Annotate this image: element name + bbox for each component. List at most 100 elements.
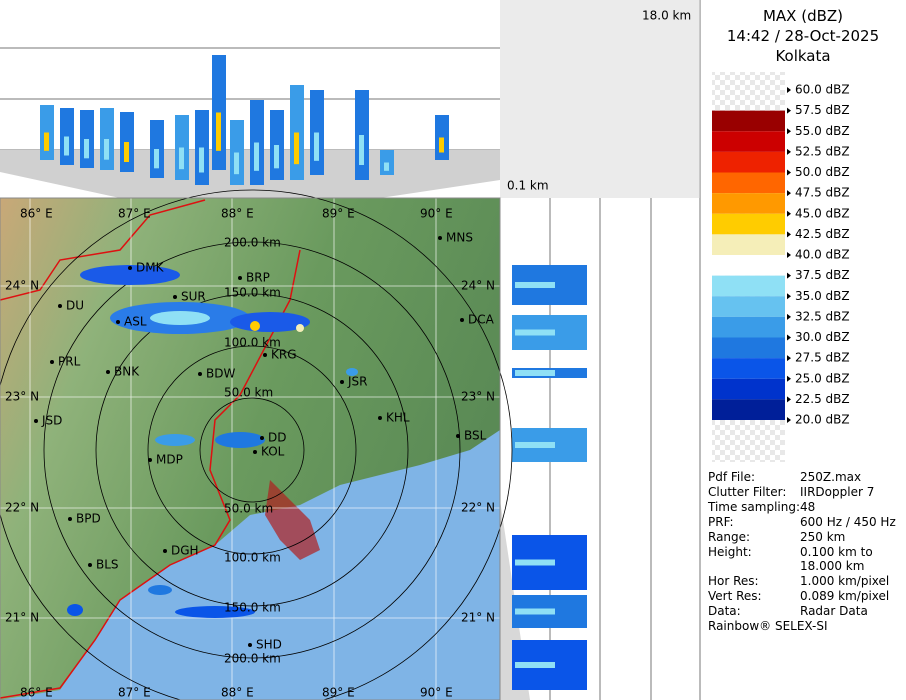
legend-tick — [787, 252, 791, 258]
legend-label: 45.0 dBZ — [795, 206, 850, 220]
lat-label: 23° N — [461, 390, 495, 404]
sea — [0, 430, 500, 700]
echo-bar-core — [154, 149, 159, 169]
city-dot — [173, 295, 177, 299]
city-dot — [263, 353, 267, 357]
legend-label: 52.5 dBZ — [795, 144, 850, 158]
echo-bar-core — [216, 112, 221, 151]
footer: Rainbow® SELEX-SI — [708, 619, 828, 633]
lon-label: 87° E — [118, 207, 151, 221]
echo-bar-core — [84, 139, 89, 159]
info-key: PRF: — [708, 515, 734, 529]
border — [0, 199, 206, 301]
info-key: Height: — [708, 545, 752, 559]
echo-bar-core — [124, 142, 129, 162]
info-value: 250Z.max — [800, 470, 862, 484]
legend-label: 57.5 dBZ — [795, 103, 850, 117]
legend-swatch — [712, 296, 785, 317]
legend-swatch — [712, 172, 785, 194]
legend-swatch — [712, 255, 785, 276]
legend-tick — [787, 87, 791, 93]
echo-bar-core — [359, 135, 364, 165]
legend-tick — [787, 293, 791, 300]
legend-label: 32.5 dBZ — [795, 309, 850, 323]
legend-tick — [787, 313, 791, 320]
echo-bar-core — [439, 137, 444, 153]
city-label: DD — [268, 431, 286, 445]
info-key: Range: — [708, 530, 751, 544]
ring-label: 200.0 km — [224, 652, 281, 666]
legend-swatch — [712, 316, 785, 338]
legend-tick — [787, 396, 791, 403]
lon-label: 88° E — [221, 686, 254, 700]
info-key: Data: — [708, 604, 741, 618]
legend-label: 35.0 dBZ — [795, 289, 850, 303]
legend-swatch — [712, 358, 785, 379]
city-label: BRP — [246, 271, 270, 285]
legend-swatch — [712, 378, 785, 400]
city-label: BLS — [96, 558, 119, 572]
city-label: BNK — [114, 365, 140, 379]
legend-label: 60.0 dBZ — [795, 83, 850, 97]
ring-label: 150.0 km — [224, 601, 281, 615]
legend-swatch — [712, 110, 785, 132]
city-dot — [460, 318, 464, 322]
echo-bar-core — [104, 139, 109, 160]
city-dot — [88, 563, 92, 567]
echo-bar-core — [515, 559, 555, 566]
legend-label: 50.0 dBZ — [795, 165, 850, 179]
legend-tick — [787, 272, 791, 279]
lat-label: 22° N — [461, 501, 495, 515]
echo-bar-core — [515, 329, 555, 336]
city-dot — [198, 372, 202, 376]
legend-tick — [787, 107, 791, 114]
sundarbans — [265, 480, 320, 560]
info-value: 250 km — [800, 530, 846, 544]
city-label: DCA — [468, 313, 495, 327]
right-echo-bars — [512, 265, 587, 690]
echo-bar-core — [199, 147, 204, 173]
top-echo-bars — [40, 55, 449, 185]
ring-label: 100.0 km — [224, 336, 281, 350]
lon-label: 86° E — [20, 686, 53, 700]
legend-label: 55.0 dBZ — [795, 124, 850, 138]
header-site: Kolkata — [775, 47, 831, 65]
legend-swatch — [712, 131, 785, 152]
range-rings — [0, 189, 513, 700]
legend-tick — [787, 148, 791, 155]
city-dot — [248, 643, 252, 647]
profile-top-height: 18.0 km — [642, 9, 691, 23]
legend-swatch — [712, 399, 785, 420]
legend-tick — [787, 334, 791, 341]
legend-tick — [787, 169, 791, 176]
city-dot — [456, 434, 460, 438]
legend-swatch — [712, 234, 785, 255]
profile-bottom-height: 0.1 km — [507, 179, 549, 193]
city-label: BDW — [206, 367, 235, 381]
city-dot — [163, 549, 167, 553]
info-key: Time sampling: — [708, 500, 801, 514]
legend: 60.0 dBZ 57.5 dBZ 55.0 dBZ 52.5 dBZ 50.0 dBZ… — [712, 72, 850, 462]
legend-tick — [787, 190, 791, 197]
info-value: 48 — [800, 500, 816, 514]
legend-tick — [787, 231, 791, 238]
legend-label: 20.0 dBZ — [795, 413, 850, 427]
info-key: Vert Res: — [708, 589, 762, 603]
city-label: DU — [66, 299, 84, 313]
info-value: 0.100 km to 18.000 km — [800, 545, 873, 573]
lat-label: 21° N — [5, 611, 39, 625]
city-label: JSR — [347, 375, 368, 389]
lon-label: 90° E — [420, 207, 453, 221]
city-dot — [148, 458, 152, 462]
city-label: MDP — [156, 453, 183, 467]
echo-bar-core — [274, 145, 279, 169]
legend-tick — [787, 355, 791, 362]
legend-tick — [787, 210, 791, 217]
map-frame — [0, 197, 501, 700]
corner-bg — [500, 0, 700, 198]
legend-label: 42.5 dBZ — [795, 227, 850, 241]
info-value: 0.089 km/pixel — [800, 589, 890, 603]
city-dot — [50, 360, 54, 364]
echo-bar-core — [294, 132, 299, 165]
city-label: SHD — [256, 638, 282, 652]
